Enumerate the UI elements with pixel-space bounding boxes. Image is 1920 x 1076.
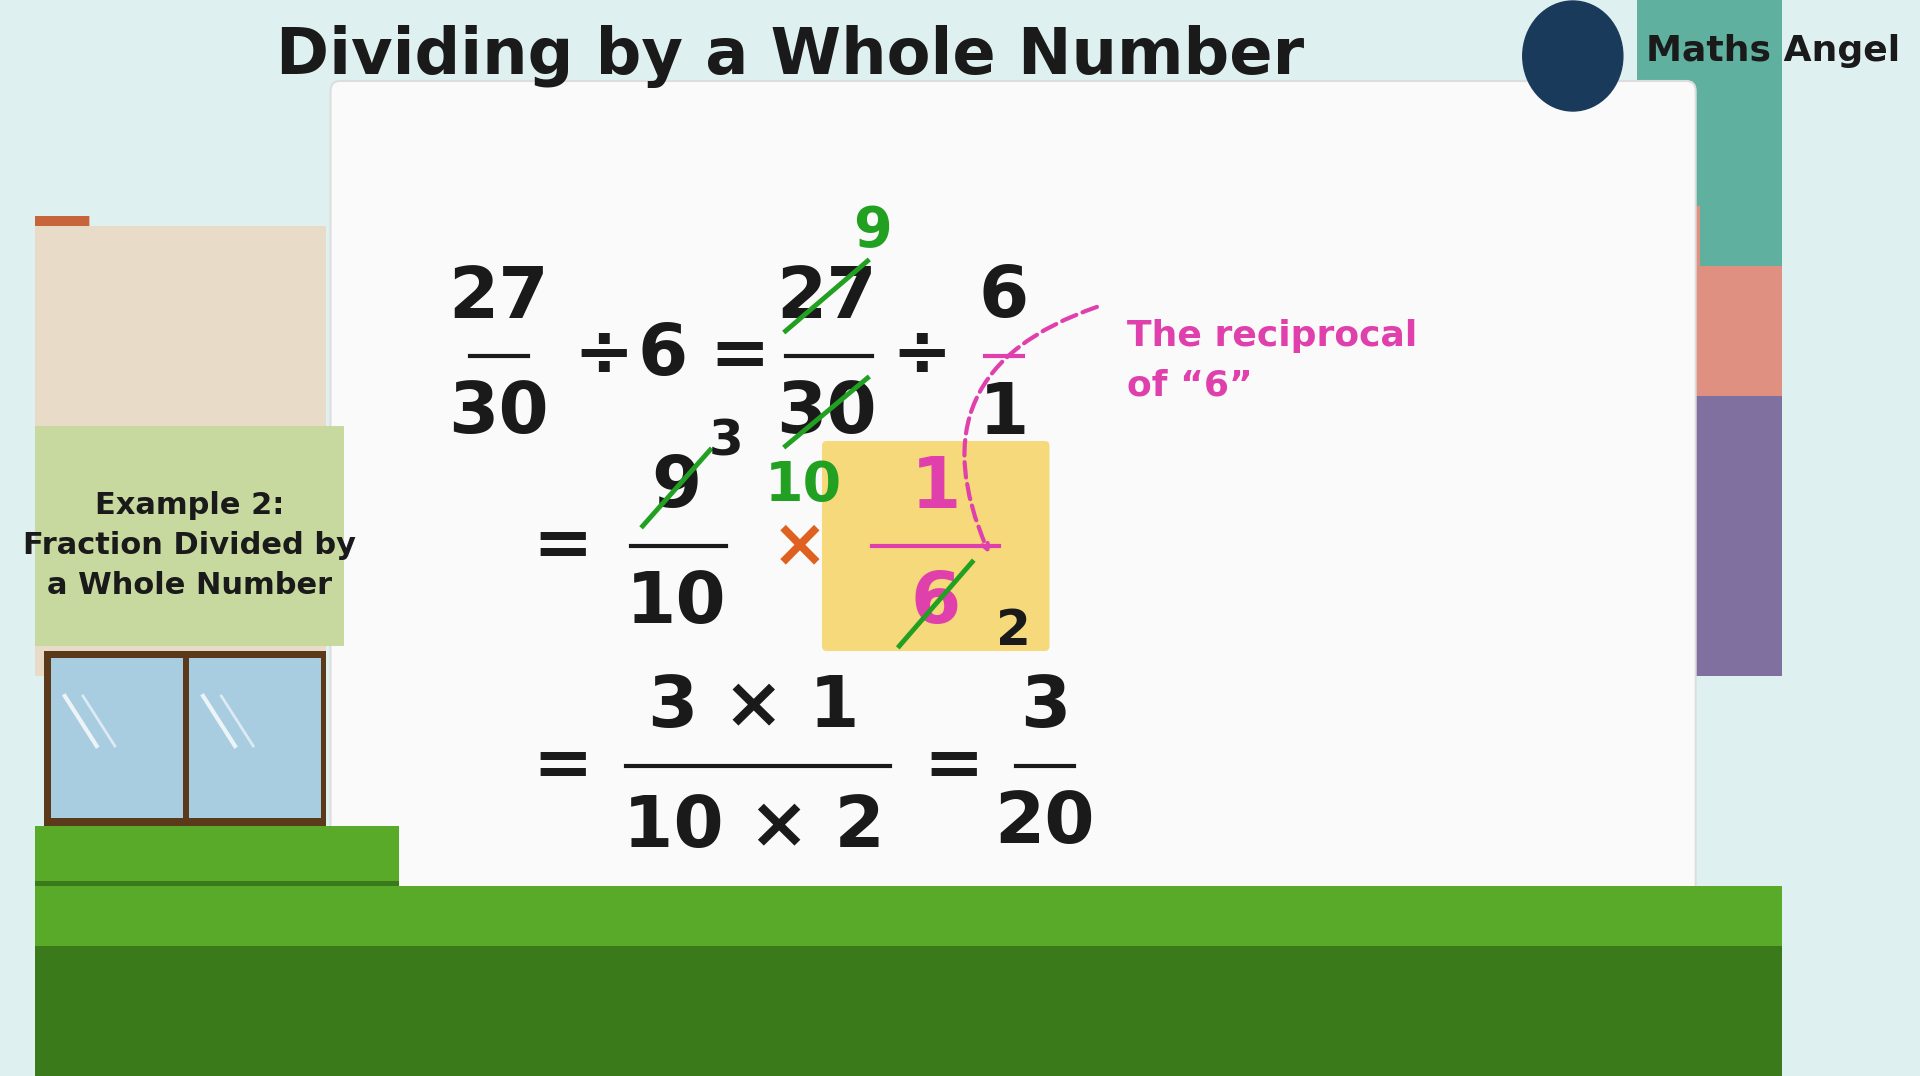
Circle shape (1523, 1, 1622, 111)
Text: 30: 30 (776, 380, 877, 449)
FancyBboxPatch shape (190, 659, 321, 818)
Text: 1: 1 (910, 453, 960, 523)
Polygon shape (35, 316, 198, 476)
Polygon shape (35, 216, 90, 396)
Text: =: = (532, 732, 593, 801)
Text: 3: 3 (708, 417, 743, 465)
Text: Example 2:: Example 2: (94, 492, 284, 521)
Text: 10 × 2: 10 × 2 (622, 793, 885, 863)
Text: 2: 2 (996, 607, 1031, 655)
FancyBboxPatch shape (330, 81, 1695, 971)
Polygon shape (35, 826, 399, 881)
Text: 1: 1 (979, 380, 1029, 449)
FancyBboxPatch shape (1636, 206, 1701, 346)
FancyBboxPatch shape (35, 226, 326, 676)
Text: =: = (710, 322, 770, 391)
Text: 10: 10 (766, 459, 843, 513)
Text: =: = (532, 511, 593, 580)
FancyBboxPatch shape (1692, 0, 1782, 277)
Text: 6: 6 (910, 569, 960, 638)
FancyBboxPatch shape (35, 906, 1782, 1076)
Text: ÷: ÷ (891, 322, 952, 391)
Text: 3: 3 (1020, 674, 1069, 742)
Text: of “6”: of “6” (1127, 369, 1252, 404)
Text: ×: × (772, 513, 828, 579)
Text: =: = (924, 732, 985, 801)
FancyBboxPatch shape (35, 0, 1782, 1076)
FancyBboxPatch shape (52, 659, 182, 818)
Text: 10: 10 (626, 569, 728, 638)
FancyBboxPatch shape (822, 441, 1050, 651)
FancyBboxPatch shape (35, 886, 1782, 946)
Text: 30: 30 (449, 380, 549, 449)
FancyBboxPatch shape (1636, 0, 1782, 206)
FancyBboxPatch shape (35, 426, 344, 646)
Polygon shape (35, 846, 399, 906)
Text: 27: 27 (449, 264, 549, 332)
Text: 9: 9 (852, 204, 891, 258)
Text: Fraction Divided by: Fraction Divided by (23, 532, 355, 561)
Text: 6: 6 (637, 322, 687, 391)
Text: 20: 20 (995, 790, 1094, 859)
Text: 6: 6 (979, 264, 1029, 332)
Text: 9: 9 (651, 453, 701, 523)
Text: ÷: ÷ (574, 322, 634, 391)
Text: a Whole Number: a Whole Number (46, 571, 332, 600)
Text: Maths Angel: Maths Angel (1645, 34, 1899, 68)
FancyBboxPatch shape (1692, 266, 1782, 396)
FancyBboxPatch shape (44, 651, 326, 826)
Text: 3 × 1: 3 × 1 (647, 674, 860, 742)
Text: 27: 27 (776, 264, 877, 332)
FancyBboxPatch shape (1692, 396, 1782, 676)
Text: The reciprocal: The reciprocal (1127, 318, 1417, 353)
Text: Dividing by a Whole Number: Dividing by a Whole Number (276, 25, 1304, 87)
